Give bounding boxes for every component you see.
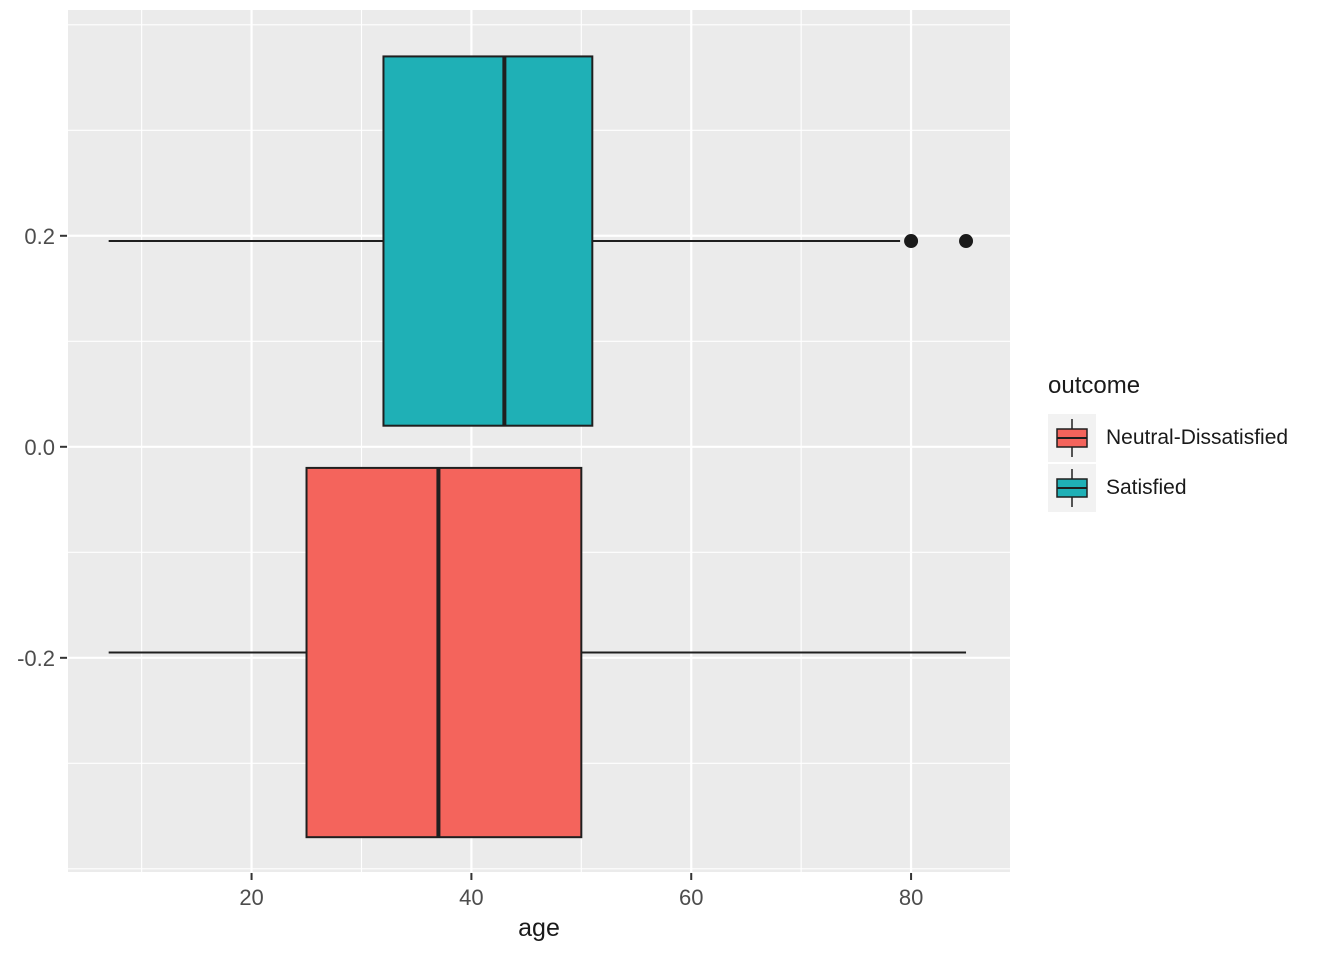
- box-iqr: [305, 466, 583, 839]
- legend: outcome Neutral-Dissatisfied Satisfied: [1048, 372, 1288, 514]
- legend-key-boxplot-icon: [1048, 464, 1096, 512]
- boxplot-satisfied: [108, 55, 974, 427]
- y-tick-label: 0.0: [24, 435, 55, 460]
- legend-entry-neutral-dissatisfied: Neutral-Dissatisfied: [1048, 414, 1288, 462]
- boxplot-neutral-dissatisfied: [108, 466, 967, 839]
- legend-entry-satisfied: Satisfied: [1048, 464, 1288, 512]
- x-tick-label: 20: [239, 885, 263, 910]
- box-iqr: [382, 55, 594, 427]
- x-axis-title: age: [518, 914, 560, 942]
- x-tick-label: 40: [459, 885, 483, 910]
- axes: 20 40 60 80 0.2 0.0 -0.2: [17, 224, 923, 910]
- x-tick-label: 60: [679, 885, 703, 910]
- outlier-point: [904, 234, 919, 249]
- legend-title: outcome: [1048, 372, 1141, 399]
- legend-label: Satisfied: [1106, 476, 1187, 499]
- legend-key-boxplot-icon: [1048, 414, 1096, 462]
- y-tick-label: -0.2: [17, 646, 55, 671]
- outlier-point: [959, 234, 974, 249]
- x-tick-label: 80: [899, 885, 923, 910]
- y-tick-label: 0.2: [24, 224, 55, 249]
- legend-label: Neutral-Dissatisfied: [1106, 426, 1289, 449]
